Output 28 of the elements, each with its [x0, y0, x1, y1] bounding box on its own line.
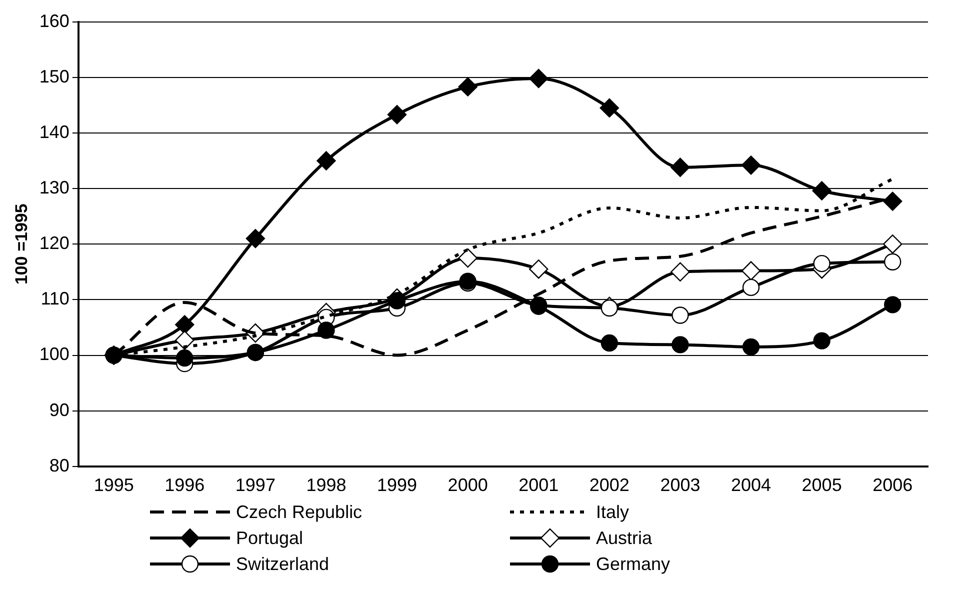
- x-tick-label: 1998: [306, 475, 346, 496]
- legend-label: Czech Republic: [236, 501, 362, 524]
- y-tick-label: 120: [39, 233, 70, 254]
- x-tick-label: 2000: [448, 475, 488, 496]
- y-tick-label: 150: [39, 66, 70, 86]
- y-tick-label: 80: [49, 455, 70, 476]
- y-tick-label: 140: [39, 122, 70, 142]
- x-tick-label: 1997: [235, 475, 276, 496]
- y-tick-label: 110: [40, 288, 70, 309]
- x-tick-label: 1995: [94, 475, 134, 496]
- y-tick-label: 100: [39, 344, 70, 364]
- x-tick-label: 2006: [872, 475, 913, 496]
- legend-label: Switzerland: [236, 553, 330, 576]
- x-tick-label: 2002: [589, 475, 630, 496]
- x-tick-label: 1996: [164, 475, 205, 496]
- x-tick-label: 2005: [802, 475, 842, 496]
- x-tick-label: 2001: [518, 475, 559, 496]
- x-tick-label: 1999: [376, 475, 418, 496]
- x-tick-label: 2003: [660, 475, 700, 496]
- legend-label: Portugal: [236, 527, 304, 550]
- legend-label: Austria: [596, 527, 652, 550]
- y-axis-title: 100 =1995: [12, 204, 31, 285]
- y-tick-label: 90: [49, 400, 70, 420]
- x-tick-label: 2004: [730, 475, 772, 496]
- legend-label: Germany: [596, 553, 670, 576]
- legend-label: Italy: [596, 501, 630, 524]
- y-tick-label: 130: [39, 177, 70, 198]
- y-tick-label: 160: [39, 10, 70, 31]
